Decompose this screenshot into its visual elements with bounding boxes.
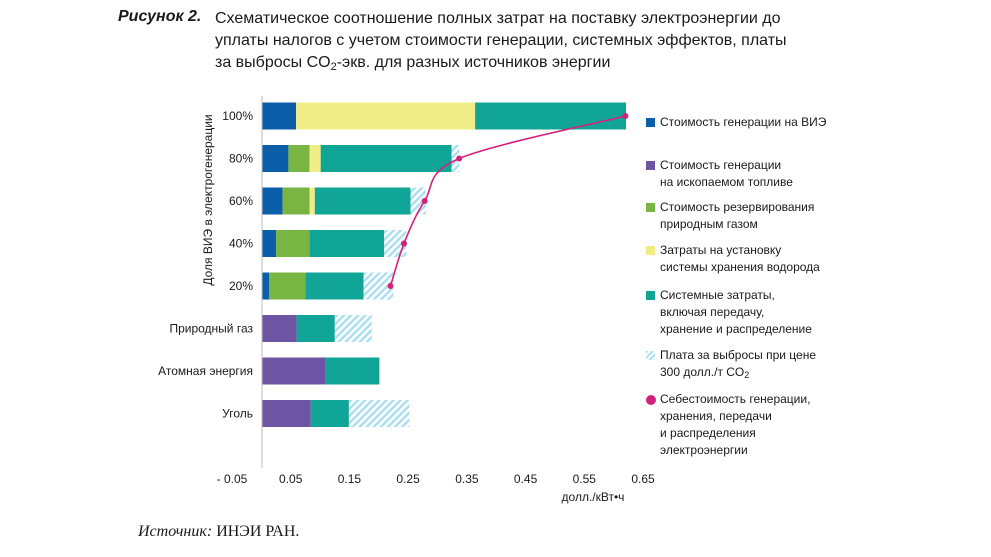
legend-subscript-co2: 2 [744,370,750,380]
legend-swatch-system [646,291,655,300]
bar-gen_fossil-5 [262,315,297,342]
y-axis-label: Доля ВИЭ в электрогенерации [201,114,215,285]
bar-reserve_gas-4 [269,272,306,300]
title-tail: -экв. для разных источников энергии [336,54,611,71]
cost-curve-point-60 [421,198,428,204]
x-tick-label-6: 0.55 [573,472,597,486]
cost-curve-point-80 [456,155,463,162]
x-tick-label-0: - 0.05 [217,472,248,486]
bar-gen_res-2 [262,187,283,215]
bar-reserve_gas-3 [276,230,310,257]
legend-text-storage_h2-1: системы хранения водорода [660,260,820,274]
figure-title-line-1: Схематическое соотношение полных затрат … [215,10,781,27]
bar-co2-7 [348,400,410,427]
y-tick-label-2: 60% [229,194,253,208]
bar-reserve_gas-1 [288,145,310,172]
y-tick-label-3: 40% [229,237,253,251]
bar-reserve_gas-2 [282,187,310,215]
legend-text-reserve_gas-0: Стоимость резервирования [660,200,815,214]
legend-swatch-reserve_gas [646,203,655,212]
bar-system-1 [320,145,452,172]
bar-gen_fossil-6 [262,357,326,385]
figure-title-line-2: уплаты налогов с учетом стоимости генера… [215,32,787,49]
legend-swatch-storage_h2 [646,246,655,255]
source-label: Источник: [138,523,213,540]
cost-curve-line [389,115,626,287]
legend-swatch-gen_res [646,118,655,127]
source-text: ИНЭИ РАН. [212,523,300,540]
axes-group: 100% 80% 60% 40% 20% Природный газ Атомная эне… [158,96,655,486]
cost-curve-point-100 [622,113,629,119]
legend-text-gen_fossil-0: Стоимость генерации [660,158,782,172]
bar-storage_h2-0 [296,102,476,130]
x-tick-label-3: 0.25 [396,472,420,486]
bar-storage_h2-2 [309,187,315,215]
bar-co2-5 [334,315,372,342]
legend-text-cost_curve-2: и распределения [660,426,756,440]
source-note: Источник: ИНЭИ РАН. [138,523,299,541]
cost-curve-point-40 [401,240,407,247]
cost-curve-point-20 [387,283,394,289]
y-tick-label-7: Уголь [222,407,253,421]
figure-title-line-3: за выбросы CO2-экв. для разных источнико… [215,52,787,74]
bar-co2-1 [451,145,460,172]
legend-swatch-gen_fossil [646,161,655,170]
bar-system-6 [325,357,380,385]
bar-gen_res-4 [262,272,269,300]
bar-co2-2 [410,187,426,215]
legend-text-cost_curve-3: электроэнергии [660,443,748,457]
x-tick-label-7: 0.65 [631,472,655,486]
bars-group [262,102,626,427]
x-tick-label-5: 0.45 [514,472,538,486]
bar-system-4 [305,272,364,300]
y-tick-label-1: 80% [229,152,253,166]
legend-text-reserve_gas-1: природным газом [660,217,758,231]
x-tick-label-1: 0.05 [279,472,303,486]
legend-text-cost_curve-0: Себестоимость генерации, [660,392,811,406]
x-axis-label: долл./кВт•ч [562,490,625,504]
legend-swatch-cost_curve [646,395,656,405]
legend-text-cost_curve-1: хранения, передачи [660,409,772,423]
bar-gen_res-1 [262,145,289,172]
legend-text-system-2: хранение и распределение [660,322,812,336]
legend-text-storage_h2-0: Затраты на установку [660,243,782,257]
legend-swatch-co2 [646,351,655,360]
x-tick-label-4: 0.35 [455,472,479,486]
y-tick-label-0: 100% [222,109,253,123]
title-co2-subscript: 2 [330,61,337,73]
y-tick-label-6: Атомная энергия [158,364,253,378]
x-tick-label-2: 0.15 [338,472,362,486]
bar-gen_res-3 [262,230,277,257]
bar-system-7 [310,400,349,427]
cost-curve-group [387,113,629,289]
legend-text-co2-1: 300 долл./т CO2 [660,365,750,380]
bar-gen_fossil-7 [262,400,311,427]
legend-text-system-1: включая передачу, [660,305,765,319]
bar-storage_h2-1 [309,145,321,172]
title-co2: за выбросы CO [215,54,331,71]
bar-system-0 [475,102,626,130]
y-tick-label-4: 20% [229,279,253,293]
bar-system-5 [296,315,335,342]
bar-system-3 [309,230,385,257]
legend-text-system-0: Системные затраты, [660,288,775,302]
bar-system-2 [314,187,411,215]
legend-text-gen_fossil-1: на ископаемом топливе [660,175,793,189]
figure-title: Схематическое соотношение полных затрат … [215,8,787,74]
bar-gen_res-0 [262,102,297,130]
y-tick-label-5: Природный газ [169,322,253,336]
figure-label: Рисунок 2. [118,8,202,25]
legend-text-gen_res-0: Стоимость генерации на ВИЭ [660,115,827,129]
legend-text-co2-0: Плата за выбросы при цене [660,348,817,362]
